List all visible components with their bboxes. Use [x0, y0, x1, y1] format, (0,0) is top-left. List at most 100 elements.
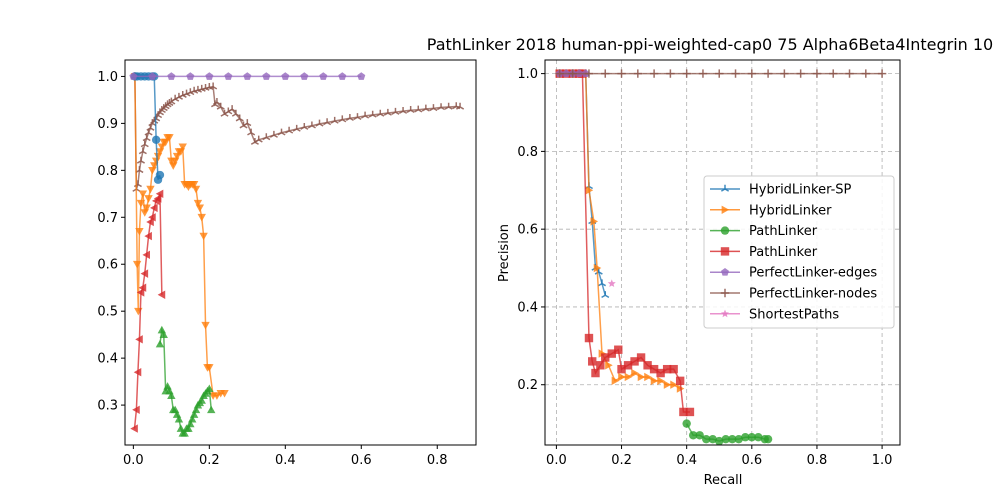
data-point — [605, 361, 613, 370]
data-point — [361, 111, 370, 119]
right-series-shortestpaths — [607, 279, 616, 288]
data-point — [421, 104, 430, 112]
data-point — [148, 72, 157, 80]
right-x-tick-label: 0.2 — [611, 453, 632, 468]
left-x-tick-label: 0.6 — [351, 453, 372, 468]
left-ticks: 0.0 0.2 0.4 0.6 0.8 0.3 0.4 0.5 0.6 0.7 0.8 0.9 1.0 — [97, 70, 447, 468]
data-point — [243, 72, 252, 80]
left-y-tick-label: 0.5 — [97, 305, 118, 320]
data-point — [601, 353, 610, 362]
data-point — [588, 357, 597, 366]
data-point — [456, 102, 465, 110]
data-point — [617, 364, 626, 374]
data-point — [368, 110, 377, 118]
data-point — [129, 72, 138, 80]
data-point — [636, 353, 646, 362]
data-point — [269, 130, 278, 138]
data-point — [201, 321, 210, 330]
data-point — [184, 424, 193, 432]
left-series-pathlinker — [155, 325, 216, 437]
right-x-tick-label: 0.6 — [741, 453, 762, 468]
data-point — [243, 119, 252, 127]
data-point — [307, 121, 316, 129]
data-point — [734, 434, 743, 444]
data-point — [189, 410, 199, 418]
data-point — [135, 335, 143, 344]
data-point — [590, 217, 599, 226]
right-x-tick-label: 0.8 — [807, 453, 828, 468]
data-point — [568, 69, 577, 78]
data-point — [153, 194, 162, 203]
left-x-tick-label: 0.0 — [123, 453, 144, 468]
data-point — [151, 135, 161, 145]
data-point — [300, 72, 309, 80]
data-point — [338, 115, 347, 123]
data-point — [597, 279, 607, 287]
right-y-tick-label: 0.2 — [517, 378, 538, 393]
data-point — [584, 69, 594, 78]
data-point — [197, 396, 206, 404]
data-point — [845, 69, 854, 78]
data-point — [429, 104, 438, 112]
data-point — [698, 69, 708, 78]
data-point — [330, 116, 339, 124]
data-point — [178, 143, 187, 152]
data-point — [741, 433, 750, 442]
left-y-tick-label: 0.7 — [97, 211, 118, 226]
data-point — [630, 357, 639, 366]
data-point — [193, 199, 203, 208]
data-point — [682, 419, 691, 428]
data-point — [679, 407, 688, 417]
data-point — [207, 405, 216, 414]
data-point — [138, 190, 148, 199]
data-point — [174, 414, 184, 423]
legend-marker — [720, 184, 730, 192]
data-point — [140, 269, 149, 278]
data-point — [292, 124, 301, 132]
data-point — [399, 106, 408, 114]
right-plot: PathLinker 2018 human-ppi-weighted-cap0 … — [427, 35, 993, 488]
legend-item: PerfectLinker-nodes — [710, 287, 877, 302]
data-point — [138, 283, 147, 292]
right-y-tick-label: 0.6 — [517, 223, 538, 238]
data-point — [796, 69, 805, 78]
data-point — [829, 69, 838, 78]
legend-marker — [721, 309, 729, 318]
data-point — [189, 181, 199, 189]
right-series-pathlinker — [682, 419, 773, 446]
data-point — [209, 82, 218, 90]
right-x-tick-label: 1.0 — [872, 453, 893, 468]
right-ticks: 0.0 0.2 0.4 0.6 0.8 1.0 0.2 0.4 0.6 0.8 1.0 — [517, 67, 892, 468]
data-point — [585, 186, 594, 195]
data-point — [197, 213, 206, 222]
left-y-tick-label: 0.8 — [97, 164, 118, 179]
data-point — [633, 69, 643, 78]
left-series-layer — [129, 72, 465, 437]
right-y-tick-label: 0.4 — [517, 300, 538, 315]
data-point — [584, 333, 594, 343]
data-point — [376, 109, 385, 117]
left-y-tick-label: 0.6 — [97, 258, 118, 273]
data-point — [614, 345, 623, 354]
data-point — [623, 361, 633, 370]
data-point — [186, 72, 195, 80]
data-point — [167, 97, 176, 105]
left-x-tick-label: 0.8 — [427, 453, 448, 468]
legend: HybridLinker-SP HybridLinker PathLinker Pat… — [703, 175, 895, 329]
data-point — [695, 431, 704, 440]
right-y-tick-label: 0.8 — [517, 145, 538, 160]
data-point — [281, 72, 290, 80]
data-point — [391, 107, 400, 115]
data-point — [731, 69, 740, 78]
data-point — [338, 72, 347, 80]
data-point — [555, 69, 564, 78]
data-point — [300, 122, 309, 130]
data-point — [666, 69, 675, 78]
data-point — [254, 135, 263, 143]
left-axes-frame — [124, 59, 477, 446]
right-x-tick-label: 0.4 — [676, 453, 697, 468]
data-point — [444, 102, 453, 110]
data-point — [649, 69, 659, 78]
data-point — [159, 330, 168, 339]
data-point — [212, 98, 221, 106]
